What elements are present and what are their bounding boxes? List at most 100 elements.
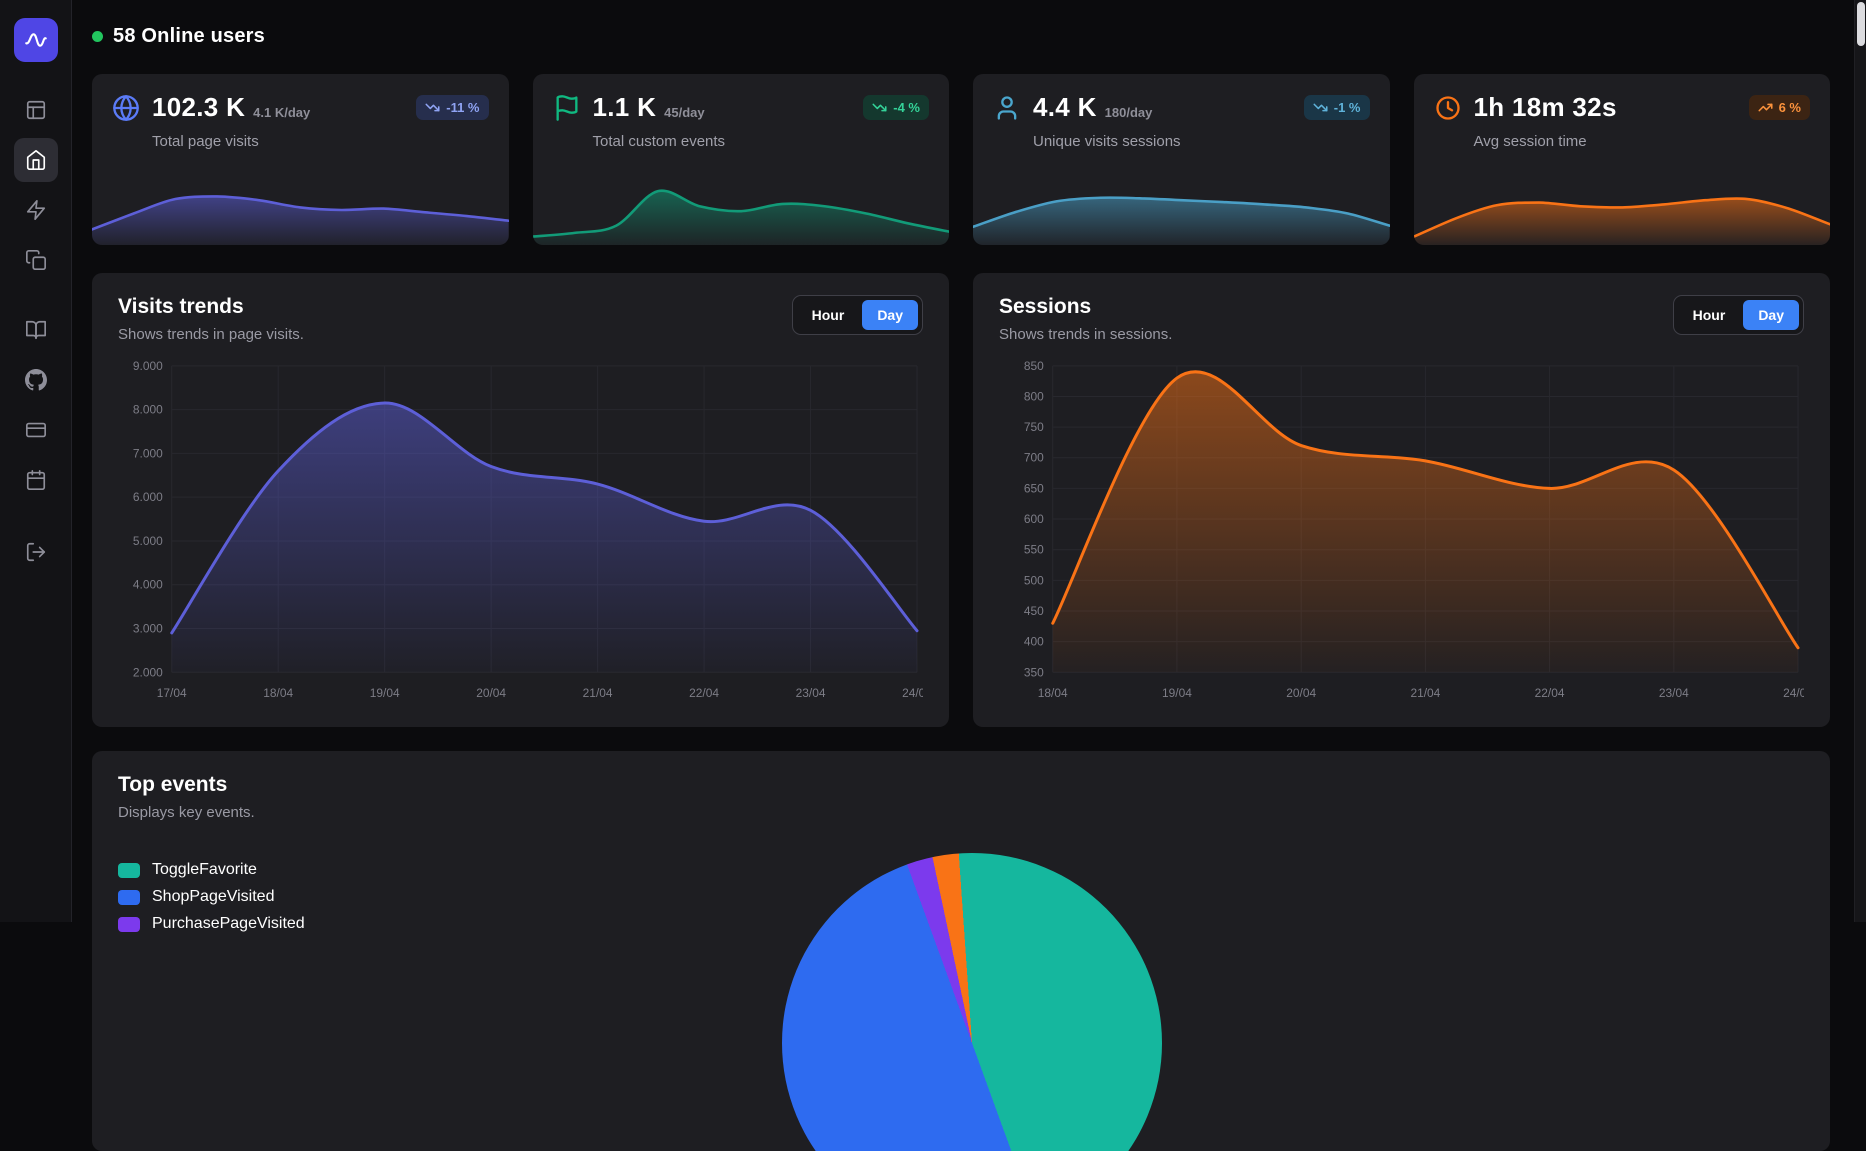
top-events-card: Top events Displays key events. ToggleFa… — [92, 751, 1830, 1151]
kpi-label: Unique visits sessions — [1033, 133, 1370, 150]
home-icon — [25, 149, 47, 171]
kpi-per-day: 45/day — [664, 105, 704, 120]
badge-value: -4 % — [893, 100, 920, 115]
sidebar-item-docs[interactable] — [14, 308, 58, 352]
legend-label: PurchasePageVisited — [152, 915, 305, 933]
sidebar-item-github[interactable] — [14, 358, 58, 402]
svg-text:18/04: 18/04 — [263, 686, 293, 700]
sidebar-item-events[interactable] — [14, 188, 58, 232]
svg-text:450: 450 — [1024, 604, 1044, 618]
kpi-sparkline — [533, 175, 950, 245]
kpi-per-day: 180/day — [1105, 105, 1153, 120]
clock-icon — [1434, 94, 1462, 122]
top-events-title: Top events — [118, 773, 1804, 797]
kpi-sparkline — [973, 175, 1390, 245]
svg-text:550: 550 — [1024, 543, 1044, 557]
svg-text:7.000: 7.000 — [133, 446, 163, 460]
kpi-card-total-page-visits: 102.3 K 4.1 K/day -11 % Total page visit… — [92, 74, 509, 245]
svg-text:20/04: 20/04 — [476, 686, 506, 700]
legend-label: ToggleFavorite — [152, 861, 257, 879]
layout-icon — [25, 99, 47, 121]
svg-text:600: 600 — [1024, 512, 1044, 526]
kpi-sparkline — [92, 175, 509, 245]
badge-value: -1 % — [1334, 100, 1361, 115]
svg-text:350: 350 — [1024, 665, 1044, 679]
svg-text:4.000: 4.000 — [133, 578, 163, 592]
svg-text:850: 850 — [1024, 359, 1044, 373]
sidebar-item-home[interactable] — [14, 138, 58, 182]
visits-chart: 2.0003.0004.0005.0006.0007.0008.0009.000… — [118, 357, 923, 705]
top-events-subtitle: Displays key events. — [118, 804, 1804, 821]
sidebar-item-logout[interactable] — [14, 530, 58, 574]
svg-text:22/04: 22/04 — [1535, 686, 1565, 700]
scrollbar-track[interactable] — [1854, 0, 1866, 922]
kpi-label: Avg session time — [1474, 133, 1811, 150]
copy-icon — [25, 249, 47, 271]
day-toggle-button[interactable]: Day — [862, 300, 918, 330]
trending-down-icon — [425, 100, 440, 115]
trend-badge: 6 % — [1749, 95, 1810, 120]
kpi-per-day: 4.1 K/day — [253, 105, 310, 120]
online-dot — [92, 31, 103, 42]
badge-value: 6 % — [1779, 100, 1801, 115]
legend-swatch — [118, 890, 140, 905]
svg-text:21/04: 21/04 — [1410, 686, 1440, 700]
user-icon — [993, 94, 1021, 122]
svg-text:23/04: 23/04 — [1659, 686, 1689, 700]
visits-trends-card: Visits trends Shows trends in page visit… — [92, 273, 949, 727]
svg-text:5.000: 5.000 — [133, 534, 163, 548]
globe-icon — [112, 94, 140, 122]
interval-toggle: Hour Day — [792, 295, 923, 335]
badge-value: -11 % — [446, 100, 479, 115]
kpi-row: 102.3 K 4.1 K/day -11 % Total page visit… — [92, 74, 1830, 245]
trend-badge: -1 % — [1304, 95, 1370, 120]
charts-row: Visits trends Shows trends in page visit… — [92, 273, 1830, 727]
svg-text:20/04: 20/04 — [1286, 686, 1316, 700]
svg-text:3.000: 3.000 — [133, 621, 163, 635]
calendar-icon — [25, 469, 47, 491]
online-users: 58 Online users — [92, 24, 1830, 48]
wave-logo-icon — [23, 27, 49, 53]
svg-text:18/04: 18/04 — [1038, 686, 1068, 700]
svg-text:650: 650 — [1024, 481, 1044, 495]
chart-title: Sessions — [999, 295, 1172, 319]
kpi-card-avg-session-time: 1h 18m 32s 6 % Avg session time — [1414, 74, 1831, 245]
day-toggle-button[interactable]: Day — [1743, 300, 1799, 330]
online-users-label: 58 Online users — [113, 25, 265, 48]
kpi-card-unique-visits-sessions: 4.4 K 180/day -1 % Unique visits session… — [973, 74, 1390, 245]
svg-text:21/04: 21/04 — [583, 686, 613, 700]
svg-text:9.000: 9.000 — [133, 359, 163, 373]
trend-badge: -11 % — [416, 95, 488, 120]
svg-text:400: 400 — [1024, 635, 1044, 649]
sidebar-item-billing[interactable] — [14, 408, 58, 452]
kpi-value: 1h 18m 32s — [1474, 92, 1617, 123]
legend-label: ShopPageVisited — [152, 888, 274, 906]
svg-text:700: 700 — [1024, 451, 1044, 465]
svg-text:22/04: 22/04 — [689, 686, 719, 700]
kpi-value: 4.4 K — [1033, 92, 1097, 123]
book-open-icon — [25, 319, 47, 341]
credit-card-icon — [25, 419, 47, 441]
svg-text:2.000: 2.000 — [133, 665, 163, 679]
svg-text:17/04: 17/04 — [157, 686, 187, 700]
sessions-card: Sessions Shows trends in sessions. Hour … — [973, 273, 1830, 727]
svg-text:24/04: 24/04 — [1783, 686, 1804, 700]
kpi-value: 102.3 K — [152, 92, 245, 123]
legend-swatch — [118, 917, 140, 932]
sidebar-item-overview[interactable] — [14, 88, 58, 132]
scrollbar-thumb[interactable] — [1857, 2, 1865, 46]
svg-text:500: 500 — [1024, 573, 1044, 587]
svg-text:19/04: 19/04 — [370, 686, 400, 700]
chart-subtitle: Shows trends in sessions. — [999, 326, 1172, 343]
sidebar-item-calendar[interactable] — [14, 458, 58, 502]
kpi-label: Total page visits — [152, 133, 489, 150]
sidebar — [0, 0, 72, 922]
svg-text:8.000: 8.000 — [133, 403, 163, 417]
kpi-value: 1.1 K — [593, 92, 657, 123]
kpi-sparkline — [1414, 175, 1831, 245]
app-logo[interactable] — [14, 18, 58, 62]
sidebar-item-pages[interactable] — [14, 238, 58, 282]
hour-toggle-button[interactable]: Hour — [1678, 300, 1741, 330]
hour-toggle-button[interactable]: Hour — [797, 300, 860, 330]
